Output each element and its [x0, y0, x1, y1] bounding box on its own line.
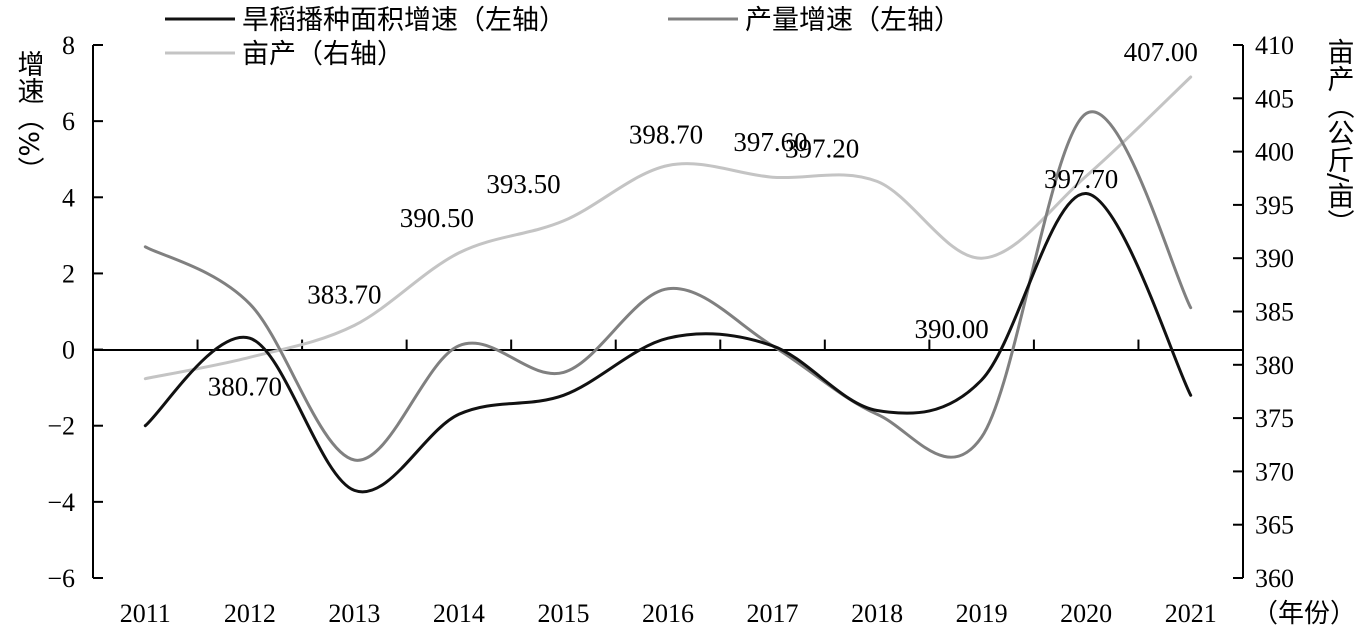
legend-item-output-growth: 产量增速（左轴） [668, 5, 961, 36]
left-axis-title: 增速（%） [13, 50, 45, 184]
left-tick-label: 2 [62, 259, 75, 288]
yield-data-label: 397.70 [1044, 164, 1118, 194]
legend-item-yield: 亩产（右轴） [165, 39, 404, 70]
right-tick-label: 385 [1255, 298, 1294, 327]
right-axis-ticks: 410 405 400 395 390 385 380 375 370 365 360 [1233, 31, 1294, 593]
x-axis-unit-label: （年份） [1252, 599, 1356, 628]
x-tick-label: 2019 [956, 599, 1008, 628]
x-tick-label: 2021 [1165, 599, 1217, 628]
left-tick-label: −4 [47, 488, 75, 517]
x-axis-ticks [196, 339, 1140, 350]
yield-data-label: 398.70 [629, 119, 703, 149]
yield-data-label: 397.20 [785, 133, 859, 163]
left-axis-ticks: 8 6 4 2 0 −2 −4 −6 [47, 31, 103, 593]
yield-data-label: 407.00 [1124, 37, 1198, 67]
left-tick-label: 0 [62, 336, 75, 365]
left-tick-label: −2 [47, 412, 75, 441]
legend-label-area-growth: 旱稻播种面积增速（左轴） [242, 5, 566, 36]
x-tick-label: 2017 [747, 599, 799, 628]
legend-item-area-growth: 旱稻播种面积增速（左轴） [165, 5, 566, 36]
left-tick-label: 4 [62, 183, 75, 212]
x-tick-label: 2011 [120, 599, 171, 628]
yield-data-label: 397.60 [733, 127, 807, 157]
x-tick-label: 2018 [851, 599, 903, 628]
right-tick-label: 365 [1255, 511, 1294, 540]
x-tick-label: 2016 [642, 599, 694, 628]
yield-data-label: 393.50 [486, 169, 560, 199]
x-tick-label: 2020 [1060, 599, 1112, 628]
right-tick-label: 360 [1255, 564, 1294, 593]
x-tick-label: 2015 [537, 599, 589, 628]
yield-data-label: 390.50 [400, 203, 474, 233]
series-line-output-growth [143, 110, 1193, 462]
left-tick-label: 8 [62, 31, 75, 60]
x-axis-labels: 2011 2012 2013 2014 2015 2016 2017 2018 2019 2020… [120, 599, 1217, 628]
x-tick-label: 2012 [224, 599, 276, 628]
series-line-area-growth [143, 191, 1193, 494]
left-tick-label: 6 [62, 107, 75, 136]
x-tick-label: 2013 [328, 599, 380, 628]
x-tick-label: 2014 [433, 599, 485, 628]
yield-data-label: 383.70 [307, 279, 381, 309]
series-lines [143, 75, 1193, 494]
right-tick-label: 370 [1255, 457, 1294, 486]
right-tick-label: 410 [1255, 31, 1294, 60]
right-tick-label: 380 [1255, 351, 1294, 380]
yield-data-label: 390.00 [915, 314, 989, 344]
right-tick-label: 395 [1255, 191, 1294, 220]
left-tick-label: −6 [47, 564, 75, 593]
right-tick-label: 375 [1255, 404, 1294, 433]
right-tick-label: 400 [1255, 138, 1294, 167]
legend-label-yield: 亩产（右轴） [242, 39, 404, 70]
right-tick-label: 390 [1255, 244, 1294, 273]
legend: 旱稻播种面积增速（左轴） 产量增速（左轴） 亩产（右轴） [165, 5, 961, 70]
right-tick-label: 405 [1255, 84, 1294, 113]
legend-label-output-growth: 产量增速（左轴） [745, 5, 961, 36]
series-line-yield [143, 75, 1193, 381]
right-axis-title: 亩产（公斤/亩） [1323, 38, 1355, 236]
yield-data-label: 380.70 [208, 371, 282, 401]
